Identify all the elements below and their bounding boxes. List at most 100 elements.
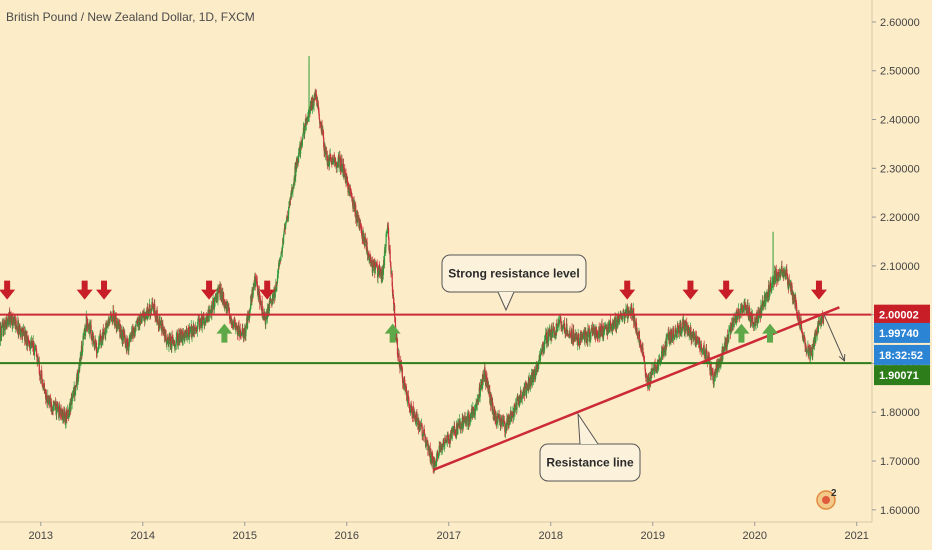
candle-body (326, 156, 328, 166)
candle-body (364, 237, 367, 241)
candle-body (340, 158, 343, 170)
candle-body (115, 315, 117, 318)
candle-body (714, 373, 716, 375)
candle-body (599, 327, 602, 331)
candle-body (235, 327, 237, 330)
candle-body (810, 349, 812, 351)
candle-body (249, 309, 251, 313)
candle-body (821, 315, 823, 322)
candle-body (8, 319, 10, 325)
candle-body (302, 137, 304, 140)
candle-body (652, 367, 655, 371)
candle-body (133, 331, 135, 333)
candle-body (256, 281, 258, 288)
candle-body (562, 324, 565, 325)
candle-body (567, 330, 569, 336)
candle-body (310, 101, 313, 109)
candle-body (518, 398, 521, 407)
candle-body (800, 317, 802, 322)
candle-body (524, 383, 526, 396)
candle-body (92, 332, 94, 340)
candle-body (387, 228, 390, 239)
candle-body (546, 342, 548, 344)
support-price-label: 1.90071 (874, 365, 930, 386)
candle-body (800, 321, 803, 329)
candle-body (593, 328, 595, 335)
candle-body (495, 411, 497, 423)
candle-body (232, 322, 234, 328)
candle-body (635, 322, 638, 332)
candle-body (622, 314, 624, 320)
candle-body (339, 156, 341, 170)
candle-body (492, 401, 494, 406)
candle-body (516, 397, 518, 410)
candle-body (298, 152, 300, 154)
candle-body (189, 326, 191, 332)
candle-body (436, 452, 439, 457)
candle-body (211, 308, 213, 315)
candle-body (785, 275, 787, 277)
candle-body (23, 328, 25, 332)
candle-body (22, 333, 24, 336)
candle-body (223, 293, 225, 304)
candle-body (503, 420, 505, 422)
candle-body (368, 254, 370, 259)
candle-body (646, 373, 648, 377)
candle-body (526, 386, 528, 394)
candle-body (225, 304, 227, 306)
candle-body (661, 350, 663, 358)
candle-body (182, 340, 184, 344)
candle-body (762, 300, 764, 306)
candle-body (15, 320, 17, 330)
x-tick-label: 2017 (437, 530, 461, 542)
up-arrow-icon (733, 323, 750, 343)
candle-body (776, 279, 778, 282)
candle-body (41, 378, 43, 385)
candle-body (464, 416, 466, 421)
down-arrow-icon (96, 280, 113, 300)
candle-body (698, 339, 700, 344)
candle-body (155, 314, 157, 318)
candle-body (252, 286, 254, 296)
candle-body (478, 396, 480, 403)
candle-body (321, 124, 323, 132)
candle-body (110, 314, 113, 318)
candle-body (574, 340, 576, 341)
candle-body (251, 289, 254, 298)
candle-body (624, 317, 626, 322)
candle-body (515, 402, 517, 404)
candle-body (182, 338, 184, 341)
candle-body (815, 331, 817, 339)
candle-body (110, 312, 112, 315)
candle-body (468, 414, 470, 419)
candle-body (148, 311, 150, 315)
candle-body (801, 332, 803, 334)
candle-body (799, 326, 801, 328)
candle-body (136, 321, 138, 322)
candle-body (195, 330, 198, 332)
candle-body (537, 365, 539, 368)
candle-body (123, 337, 125, 340)
candle-body (685, 324, 687, 331)
candle-body (642, 347, 644, 356)
candle-body (479, 384, 482, 392)
candle-body (204, 320, 207, 323)
candle-body (705, 351, 707, 360)
candle-body (405, 386, 407, 393)
candle-body (333, 154, 335, 158)
candle-body (678, 328, 680, 333)
candle-body (617, 314, 619, 322)
candle-body (654, 364, 656, 368)
candle-body (693, 337, 696, 338)
candle-body (675, 332, 677, 335)
candle-body (476, 405, 478, 406)
candle-body (108, 321, 110, 326)
candle-body (347, 181, 349, 184)
candle-body (398, 361, 401, 367)
candle-body (423, 430, 425, 433)
candle-body (529, 386, 531, 387)
candle-body (194, 331, 196, 334)
candle-body (322, 130, 324, 138)
candle-body (822, 317, 824, 322)
